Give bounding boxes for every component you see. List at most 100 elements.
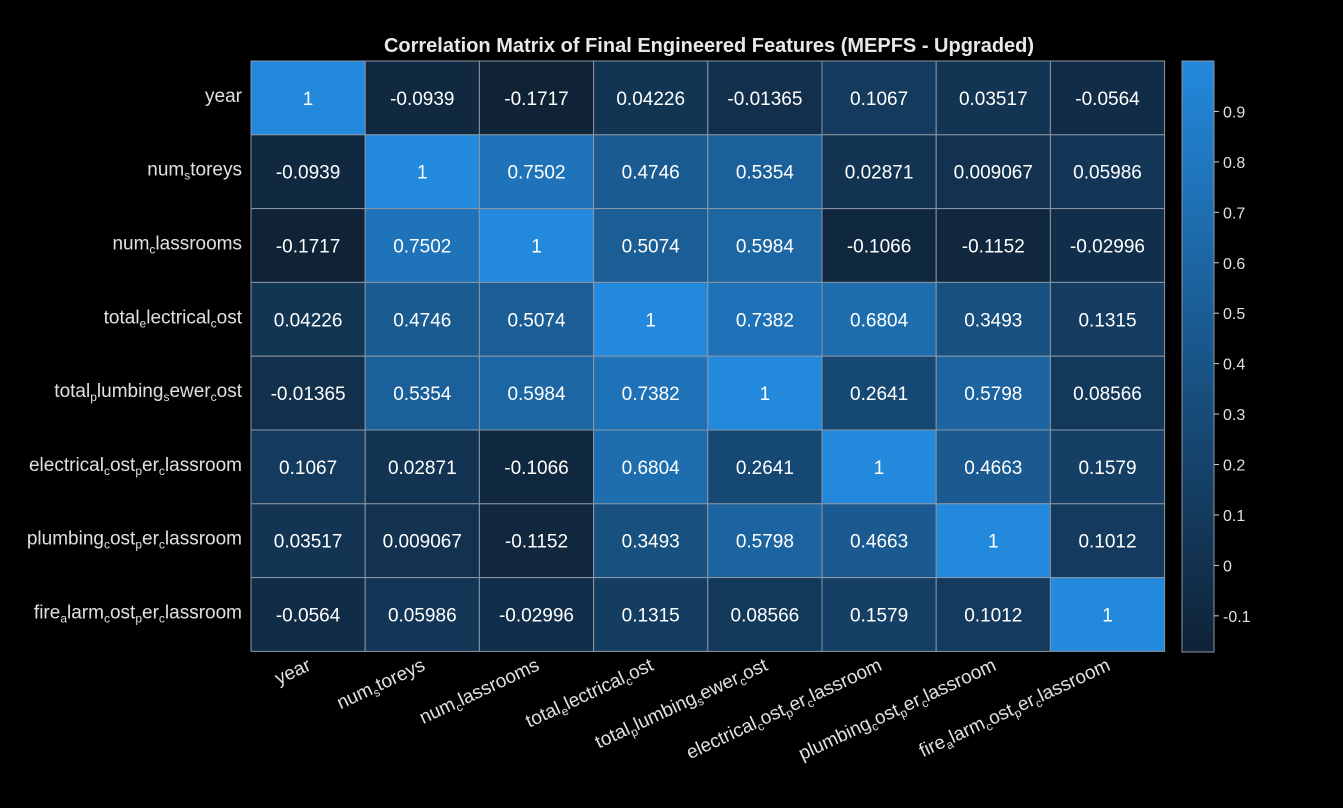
heatmap-cell [364, 208, 480, 283]
x-tick-label: plumbingcostperclassroom [796, 655, 1001, 766]
heatmap-cell [707, 60, 823, 136]
y-tick-label: plumbingcostperclassroom [27, 529, 242, 552]
heatmap-cell [1049, 355, 1166, 431]
y-tick-label: totalplumbingsewercost [54, 381, 242, 404]
x-tick-label: numstoreys [334, 655, 429, 716]
cell-value-label: 0.1315 [622, 606, 680, 627]
cell-value-label: 1 [988, 532, 999, 553]
heatmap-cell [478, 281, 595, 357]
cell-value-label: -0.02996 [499, 606, 574, 627]
colorbar-tick-label: 0.5 [1223, 306, 1245, 323]
y-tick-label: electricalcostperclassroom [29, 455, 242, 478]
cell-value-label: 0.04226 [616, 89, 685, 110]
heatmap-cell [1049, 577, 1166, 652]
heatmap-cell [707, 281, 823, 357]
heatmap-cell [821, 577, 937, 652]
cell-value-label: 0.7382 [622, 384, 680, 405]
cell-value-label: 0.08566 [1073, 384, 1142, 405]
heatmap-cell [1049, 429, 1166, 505]
cell-value-label: 0.6804 [850, 310, 909, 331]
heatmap-cell [935, 208, 1051, 283]
heatmap-cell [707, 134, 823, 210]
y-tick-label: numclassrooms [112, 234, 242, 257]
colorbar-tick-label: 0.2 [1223, 458, 1245, 475]
heatmap-cell [935, 281, 1051, 357]
cell-value-label: 0.1067 [279, 458, 337, 479]
cell-value-label: 0.4746 [622, 163, 680, 184]
cell-value-label: -0.01365 [727, 89, 802, 110]
x-tick-label: firealarmcostperclassroom [916, 655, 1114, 763]
heatmap-cell [478, 429, 595, 505]
colorbar-tick-label: 0.1 [1223, 508, 1245, 525]
heatmap-cells: 1 -0.0939 -0.1717 0.04226 -0.01365 0.1067 0.03… [250, 60, 1166, 652]
cell-value-label: -0.1717 [276, 237, 340, 258]
cell-value-label: -0.1152 [505, 532, 568, 553]
cell-value-label: -0.1066 [847, 237, 911, 258]
heatmap-cell [593, 134, 709, 210]
cell-value-label: 0.5074 [507, 310, 566, 331]
cell-value-label: 0.7502 [507, 163, 565, 184]
cell-value-label: 0.4746 [393, 310, 451, 331]
heatmap-cell [593, 281, 709, 357]
heatmap-cell [1049, 134, 1166, 210]
heatmap-cell [821, 355, 937, 431]
heatmap-cell [250, 503, 366, 579]
heatmap-cell [364, 429, 480, 505]
cell-value-label: 0.05986 [388, 606, 457, 627]
colorbar-tick-label: 0.6 [1223, 256, 1245, 273]
cell-value-label: -0.1717 [504, 89, 568, 110]
x-tick-label: electricalcostperclassroom [683, 655, 886, 766]
cell-value-label: 0.5354 [736, 163, 795, 184]
heatmap-cell [593, 60, 709, 136]
cell-value-label: 0.4663 [964, 458, 1022, 479]
cell-value-label: -0.1066 [504, 458, 568, 479]
y-tick-label: firealarmcostperclassroom [34, 603, 242, 626]
colorbar-tick-label: 0.4 [1223, 357, 1245, 374]
heatmap-cell [707, 208, 823, 283]
colorbar-tick-label: 0 [1223, 558, 1232, 575]
cell-value-label: 0.03517 [274, 532, 343, 553]
heatmap-cell [707, 577, 823, 652]
heatmap-cell [935, 134, 1051, 210]
heatmap-cell [250, 60, 366, 136]
cell-value-label: 0.3493 [622, 532, 680, 553]
cell-value-label: 0.4663 [850, 532, 908, 553]
heatmap-cell [593, 355, 709, 431]
heatmap-cell [250, 577, 366, 652]
heatmap-cell [478, 208, 595, 283]
cell-value-label: 1 [760, 384, 771, 405]
cell-value-label: -0.1152 [962, 237, 1025, 258]
cell-value-label: 0.6804 [622, 458, 681, 479]
cell-value-label: 1 [303, 89, 314, 110]
heatmap-cell [935, 355, 1051, 431]
colorbar: -0.1 0 0.1 0.2 0.3 0.4 0.5 0.6 0.7 0.8 0.9 [1181, 60, 1251, 653]
cell-value-label: 0.1067 [850, 89, 908, 110]
heatmap-cell [1049, 60, 1166, 136]
cell-value-label: 0.5354 [393, 384, 452, 405]
heatmap-cell [364, 577, 480, 652]
heatmap-cell [478, 577, 595, 652]
colorbar-tick-label: 0.7 [1223, 205, 1245, 222]
cell-value-label: -0.0939 [276, 163, 340, 184]
heatmap-cell [1049, 503, 1166, 579]
x-tick-label: year [272, 655, 315, 690]
heatmap-cell [364, 134, 480, 210]
cell-value-label: 0.2641 [850, 384, 908, 405]
heatmap-cell [593, 208, 709, 283]
cell-value-label: 0.04226 [274, 310, 343, 331]
x-axis-labels: yearnumstoreysnumclassroomstotalelectric… [272, 655, 1114, 766]
cell-value-label: 1 [874, 458, 885, 479]
cell-value-label: -0.0564 [1075, 89, 1140, 110]
cell-value-label: 0.009067 [954, 163, 1033, 184]
cell-value-label: 0.009067 [383, 532, 462, 553]
cell-value-label: 1 [417, 163, 428, 184]
colorbar-tick-label: 0.3 [1223, 407, 1245, 424]
cell-value-label: 0.05986 [1073, 163, 1142, 184]
heatmap-cell [935, 503, 1051, 579]
cell-value-label: 0.08566 [731, 606, 800, 627]
heatmap-cell [707, 355, 823, 431]
heatmap-cell [821, 503, 937, 579]
heatmap-cell [707, 429, 823, 505]
heatmap-cell [478, 60, 595, 136]
